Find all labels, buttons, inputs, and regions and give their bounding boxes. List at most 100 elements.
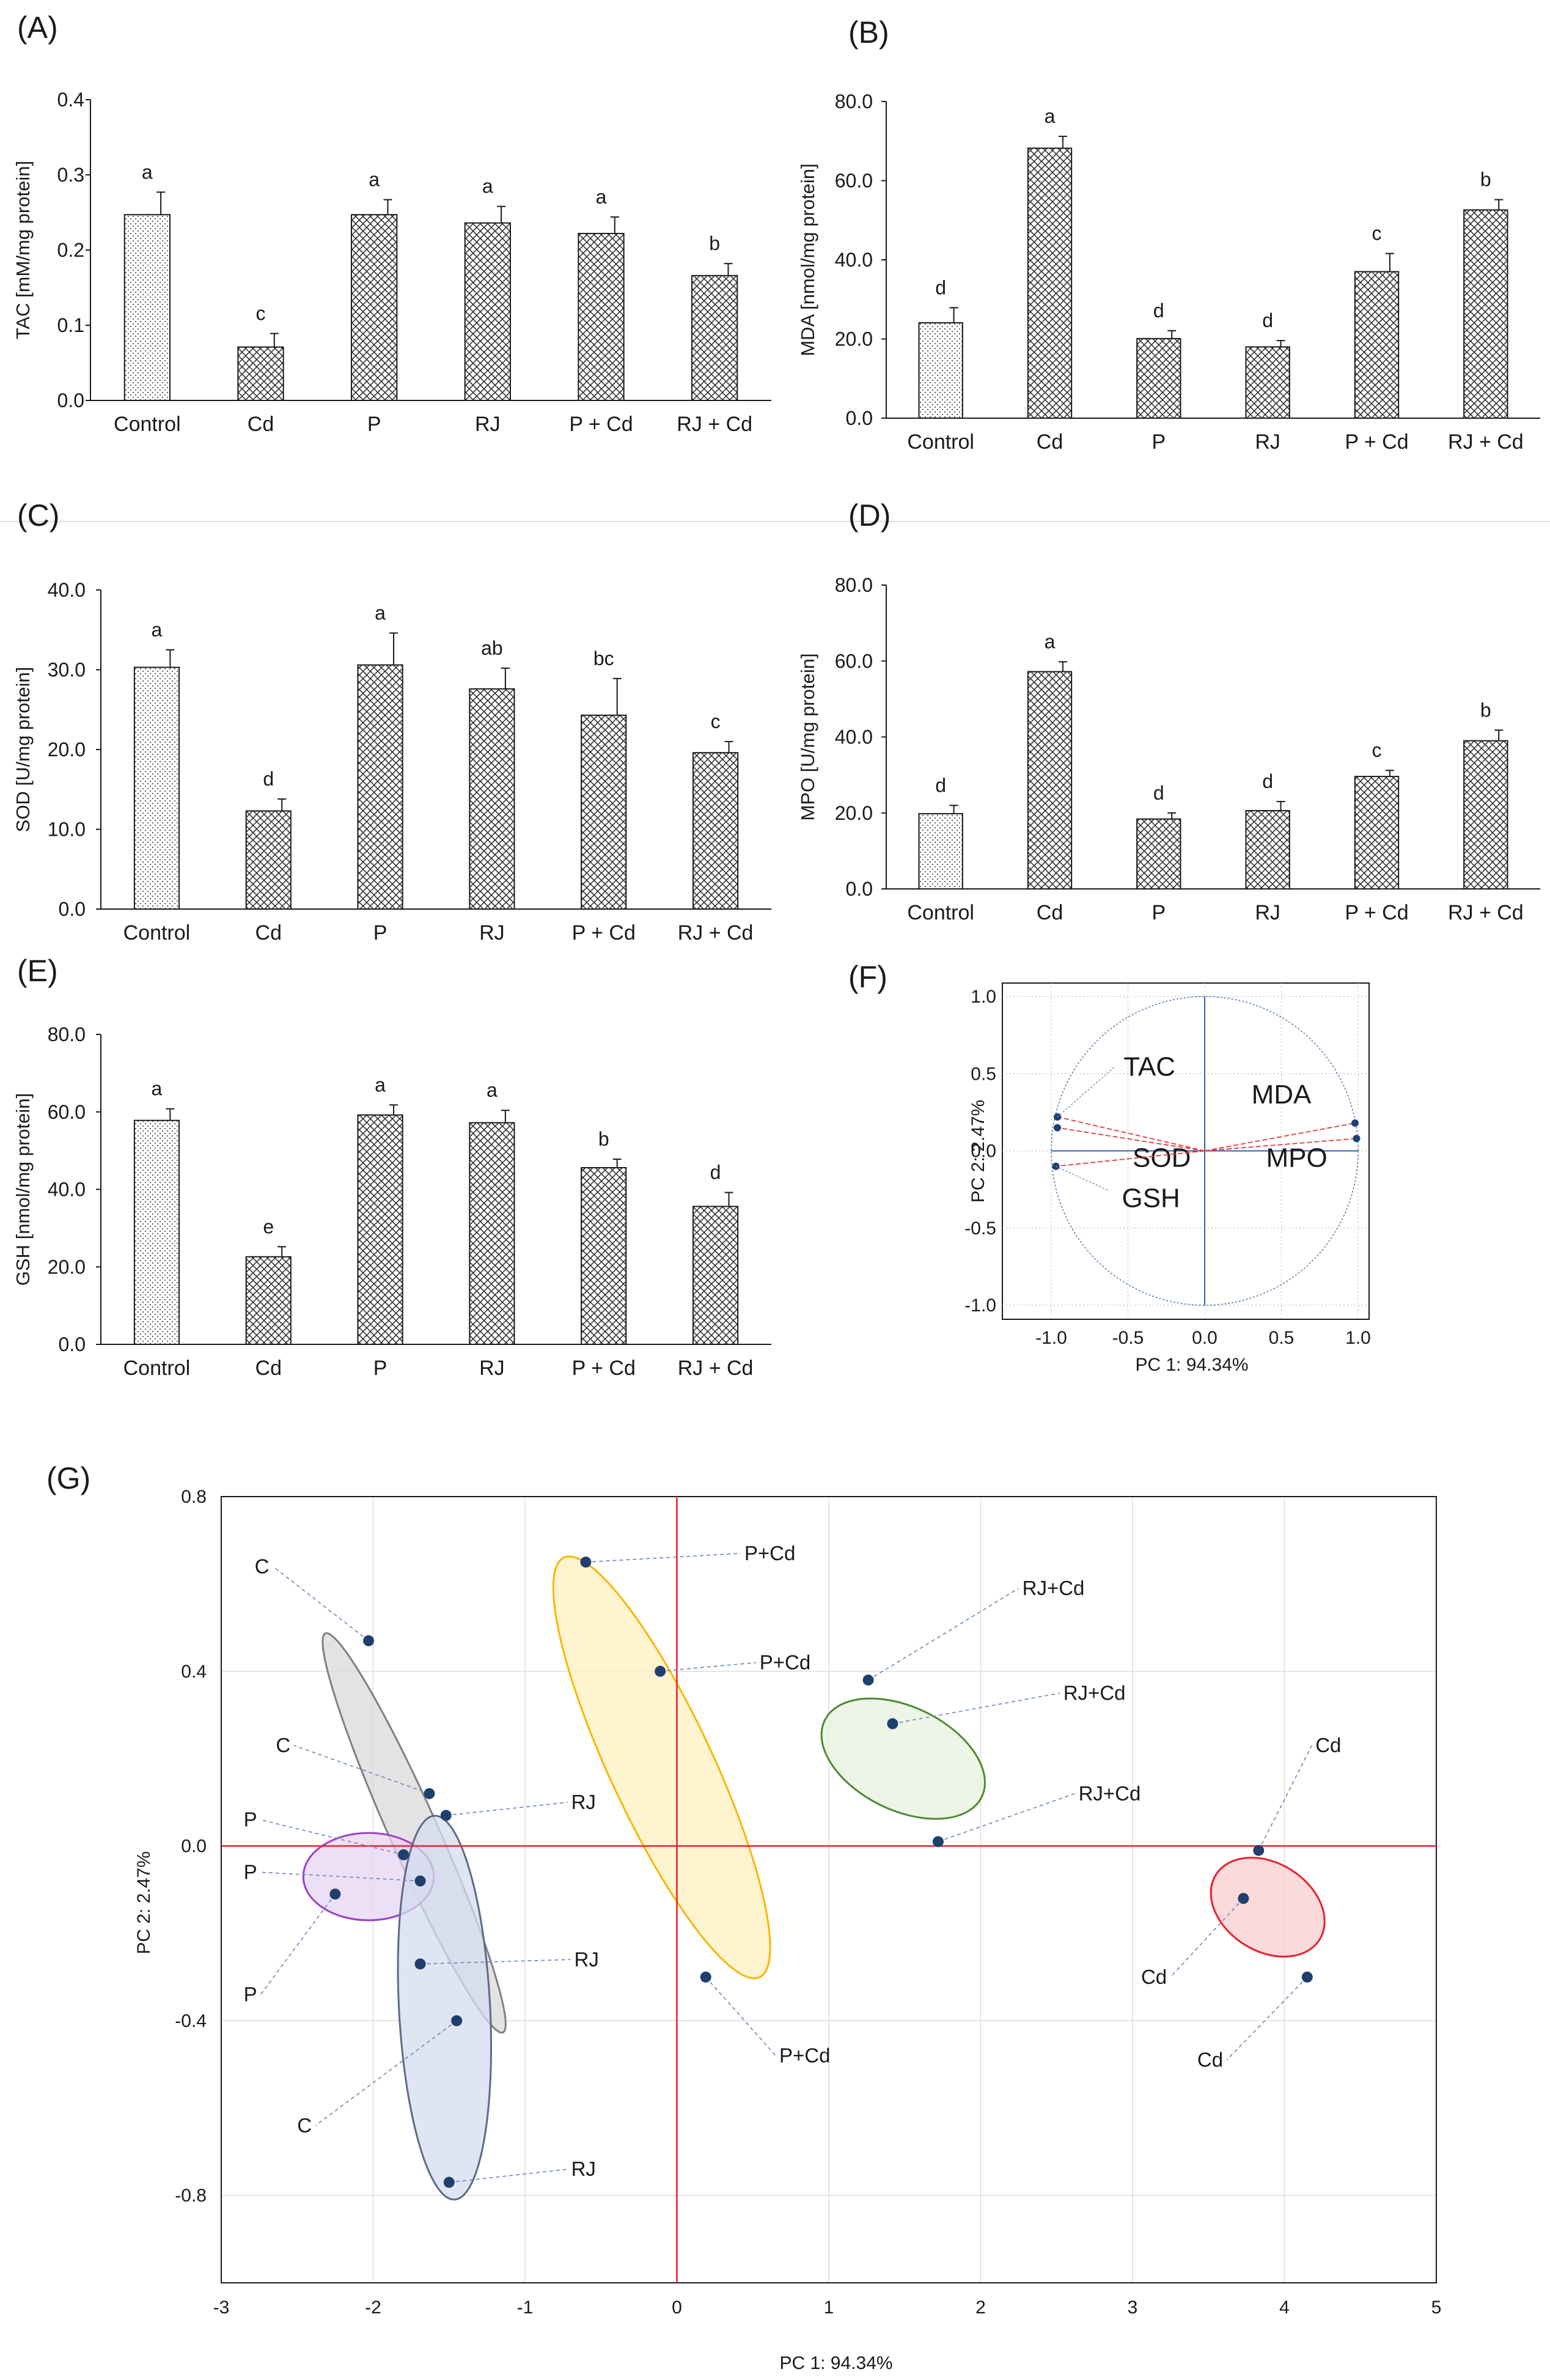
- point-label: RJ+Cd: [1023, 1577, 1085, 1599]
- point-label: Cd: [1197, 2049, 1223, 2071]
- y-axis-label: SOD [U/mg protein]: [12, 667, 34, 832]
- significance-letter: c: [711, 710, 721, 732]
- point-label: Cd: [1141, 1966, 1167, 1988]
- significance-letter: d: [935, 774, 946, 796]
- point-label: RJ+Cd: [1063, 1682, 1126, 1704]
- panel-label-a: (A): [17, 10, 58, 45]
- point-label: RJ+Cd: [1079, 1782, 1141, 1805]
- y-tick-label: 0.8: [181, 1487, 207, 1507]
- x-tick-label: -2: [365, 2297, 381, 2318]
- significance-letter: d: [710, 1162, 721, 1184]
- x-category-label: RJ: [475, 413, 501, 436]
- y-tick-label: 0.0: [59, 898, 86, 920]
- x-category-label: RJ: [1255, 901, 1280, 924]
- x-category-label: P + Cd: [1345, 430, 1408, 454]
- significance-letter: a: [482, 175, 493, 197]
- label-leader: [1057, 1066, 1116, 1118]
- x-category-label: Cd: [248, 413, 274, 436]
- significance-letter: c: [1372, 739, 1382, 761]
- significance-letter: b: [1480, 169, 1491, 191]
- score-point: [655, 1665, 666, 1677]
- x-axis-label: PC 1: 94.34%: [1135, 1355, 1248, 1375]
- loading-point: [1054, 1124, 1062, 1132]
- x-category-label: P: [1151, 901, 1166, 924]
- y-tick-label: 10.0: [48, 819, 86, 841]
- panel-label-f: (F): [848, 960, 887, 994]
- significance-letter: a: [369, 169, 380, 191]
- x-category-label: RJ + Cd: [677, 413, 752, 436]
- y-tick-label: 0.3: [57, 164, 84, 186]
- x-category-label: P + Cd: [572, 1357, 636, 1380]
- label-leader: [586, 1553, 741, 1563]
- plot-frame: [221, 1496, 1437, 2283]
- y-tick-label: 0.0: [846, 878, 873, 900]
- y-tick-label: 40.0: [835, 726, 873, 748]
- significance-letter: d: [1153, 782, 1164, 804]
- bar: [469, 688, 515, 910]
- bar: [581, 714, 627, 910]
- significance-letter: a: [375, 602, 386, 624]
- y-tick-label: 0.0: [971, 1141, 996, 1162]
- significance-letter: a: [1045, 105, 1056, 127]
- bar: [1463, 209, 1508, 419]
- loading-vector: [1204, 1122, 1356, 1152]
- bar: [691, 274, 738, 401]
- x-tick-label: 0: [672, 2297, 682, 2318]
- label-leader: [260, 1819, 404, 1855]
- panel-label-c: (C): [17, 498, 59, 532]
- label-leader: [260, 1893, 336, 1995]
- x-category-label: P + Cd: [569, 413, 633, 436]
- bar: [133, 666, 180, 910]
- panel-e: (E) 0.0 20.0 40.0 60.0 80.0 GSH [nmol/mg prot…: [12, 954, 771, 1380]
- point-label: C: [255, 1555, 270, 1577]
- point-label: P: [244, 1983, 257, 2005]
- y-tick-label: -0.5: [964, 1218, 996, 1239]
- group-ellipse-p-cd: [552, 1555, 771, 1980]
- label-leader: [1258, 1745, 1312, 1851]
- x-tick-label: -1: [517, 2297, 534, 2318]
- y-tick-label: -0.4: [175, 2011, 207, 2031]
- x-tick-label: -0.5: [1112, 1328, 1144, 1348]
- variable-label: SOD: [1133, 1143, 1191, 1173]
- variable-label: MPO: [1266, 1143, 1327, 1173]
- score-point: [440, 1810, 452, 1821]
- point-label: P+Cd: [744, 1542, 795, 1564]
- y-tick-label: 80.0: [835, 574, 873, 596]
- panel-a: (A) 0.0 0.1 0.2 0.3 0.4 TAC [mM/mg protein] a C…: [12, 10, 771, 436]
- score-point: [580, 1557, 592, 1568]
- bar: [351, 214, 398, 401]
- y-tick-label: 40.0: [48, 1179, 86, 1201]
- panel-label-d: (D): [848, 498, 891, 532]
- label-leader: [315, 2020, 457, 2126]
- score-point: [414, 1958, 426, 1970]
- bar: [581, 1167, 627, 1345]
- x-tick-label: -3: [213, 2297, 230, 2318]
- x-category-label: P: [373, 921, 388, 945]
- x-category-label: RJ: [1255, 430, 1280, 454]
- loading-vector: [1057, 1116, 1205, 1152]
- y-tick-label: 0.2: [57, 239, 84, 261]
- point-label: Cd: [1315, 1734, 1341, 1756]
- label-leader: [705, 1977, 776, 2057]
- score-point: [414, 1875, 426, 1887]
- significance-letter: e: [263, 1215, 274, 1237]
- x-category-label: P: [373, 1357, 388, 1380]
- y-axis-label: GSH [nmol/mg protein]: [12, 1093, 34, 1286]
- y-axis-label: MPO [U/mg protein]: [797, 654, 818, 821]
- significance-letter: a: [152, 1078, 163, 1100]
- x-tick-label: 1: [824, 2297, 834, 2318]
- y-tick-label: -1.0: [964, 1295, 996, 1316]
- y-tick-label: 80.0: [835, 90, 873, 112]
- panel-d: (D) 0.0 20.0 40.0 60.0 80.0 MPO [U/mg protein…: [797, 498, 1540, 924]
- panel-b: (B) 0.0 20.0 40.0 60.0 80.0 MDA [nmol/mg prot…: [797, 15, 1540, 454]
- x-category-label: RJ: [479, 1357, 505, 1380]
- variable-label: MDA: [1252, 1080, 1312, 1110]
- bar: [1136, 337, 1181, 419]
- score-point: [932, 1836, 944, 1848]
- y-tick-label: 0.0: [846, 407, 873, 429]
- x-category-label: Cd: [1037, 430, 1063, 454]
- bar: [1027, 147, 1073, 419]
- y-tick-label: 40.0: [835, 249, 873, 271]
- significance-letter: a: [152, 619, 163, 641]
